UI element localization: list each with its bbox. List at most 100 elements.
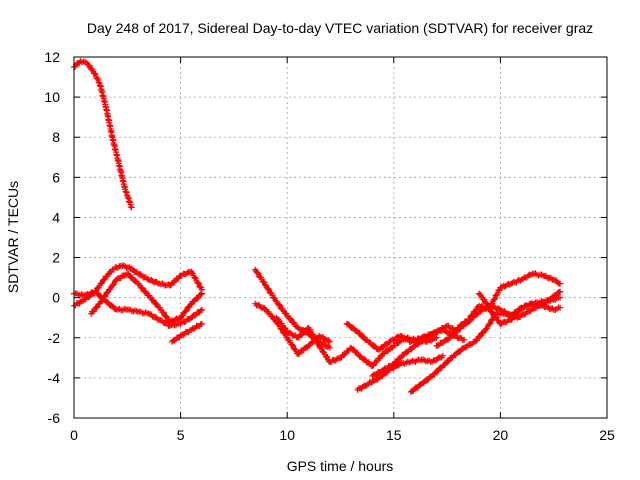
data-point-sample xyxy=(361,355,368,362)
data-point-sample xyxy=(281,324,288,331)
y-tick-label: -4 xyxy=(48,370,61,386)
data-point-sample xyxy=(108,302,115,309)
data-point xyxy=(439,352,446,359)
data-point-sample xyxy=(101,293,108,300)
x-tick-label: 25 xyxy=(599,427,615,443)
data-point xyxy=(461,336,468,343)
data-point-sample xyxy=(459,321,466,328)
data-points xyxy=(71,58,564,395)
data-point-sample xyxy=(332,357,339,364)
data-point-sample xyxy=(359,333,366,340)
data-point-sample xyxy=(445,358,452,365)
data-point-sample xyxy=(434,342,441,349)
x-tick-label: 0 xyxy=(70,427,78,443)
axis-ticks xyxy=(73,56,608,419)
series-s5 xyxy=(169,320,205,345)
data-point-sample xyxy=(191,312,198,319)
y-tick-label: 0 xyxy=(52,290,60,306)
y-tick-label: 12 xyxy=(44,49,60,65)
data-point xyxy=(177,332,184,339)
data-point-sample xyxy=(93,304,100,311)
series-s6 xyxy=(252,266,333,351)
data-point-sample xyxy=(425,333,432,340)
data-point-sample xyxy=(93,289,100,296)
y-tick-label: 4 xyxy=(52,209,60,225)
series-s15 xyxy=(476,270,564,311)
data-point-sample xyxy=(171,337,178,344)
data-point-sample xyxy=(488,308,495,315)
data-point-sample xyxy=(350,346,357,353)
data-point-sample xyxy=(414,341,421,348)
data-point-sample xyxy=(442,323,449,330)
data-point xyxy=(128,204,135,211)
data-point-sample xyxy=(257,303,264,310)
data-point-sample xyxy=(434,368,441,375)
data-point-sample xyxy=(289,341,296,348)
data-point-sample xyxy=(428,337,435,344)
data-point-sample xyxy=(194,295,201,302)
data-point-sample xyxy=(190,326,197,333)
y-tick-label: -2 xyxy=(48,330,61,346)
data-point-sample xyxy=(496,305,503,312)
y-tick-label: 10 xyxy=(44,89,60,105)
data-point-sample xyxy=(180,332,187,339)
data-point-sample xyxy=(449,324,456,331)
data-point-sample xyxy=(476,333,483,340)
chart-title: Day 248 of 2017, Sidereal Day-to-day VTE… xyxy=(87,20,593,36)
data-point xyxy=(188,326,195,333)
data-point-sample xyxy=(195,280,202,287)
data-point-sample xyxy=(195,279,202,286)
data-point-sample xyxy=(465,342,472,349)
data-point xyxy=(326,338,333,345)
data-point-sample xyxy=(181,319,188,326)
data-point-sample xyxy=(149,296,156,303)
data-point-sample xyxy=(500,282,507,289)
data-point xyxy=(557,288,564,295)
series-s4 xyxy=(88,270,205,325)
tick-labels: 0 5 10 15 20 25 -6 -4 -2 0 2 4 6 8 10 12 xyxy=(44,49,615,443)
data-point xyxy=(198,320,205,327)
data-point-sample xyxy=(265,285,272,292)
data-point-sample xyxy=(403,349,410,356)
data-point-sample xyxy=(531,305,538,312)
data-point-sample xyxy=(424,376,431,383)
data-point-sample xyxy=(138,284,145,291)
data-point xyxy=(525,308,532,315)
data-point-sample xyxy=(456,348,463,355)
data-point-sample xyxy=(528,271,535,278)
x-axis-label: GPS time / hours xyxy=(287,458,394,474)
data-point-sample xyxy=(91,70,98,77)
x-tick-label: 10 xyxy=(279,427,295,443)
data-point-sample xyxy=(321,335,328,342)
data-point-sample xyxy=(110,281,117,288)
data-point-sample xyxy=(486,321,493,328)
data-point-sample xyxy=(197,307,204,314)
data-point-sample xyxy=(467,341,474,348)
data-point-sample xyxy=(276,301,283,308)
data-point-sample xyxy=(286,329,293,336)
data-point-sample xyxy=(371,342,378,349)
data-point-sample xyxy=(323,353,330,360)
series-s14 xyxy=(454,294,564,331)
series-s2 xyxy=(71,262,205,309)
y-axis-label: SDTVAR / TECUs xyxy=(5,181,21,293)
data-point-sample xyxy=(95,76,102,83)
data-point-sample xyxy=(268,312,275,319)
data-point xyxy=(461,344,468,351)
data-point-sample xyxy=(98,280,105,287)
x-tick-label: 20 xyxy=(493,427,509,443)
data-point-sample xyxy=(542,303,549,310)
data-point-sample xyxy=(521,311,528,318)
x-tick-label: 15 xyxy=(386,427,402,443)
data-point-sample xyxy=(488,301,495,308)
data-point xyxy=(557,304,564,311)
data-point xyxy=(198,290,205,297)
data-point xyxy=(486,304,493,311)
data-point-sample xyxy=(413,385,420,392)
data-point-sample xyxy=(403,335,410,342)
data-point-sample xyxy=(480,296,487,303)
data-point-sample xyxy=(287,315,294,322)
data-point-sample xyxy=(387,337,394,344)
